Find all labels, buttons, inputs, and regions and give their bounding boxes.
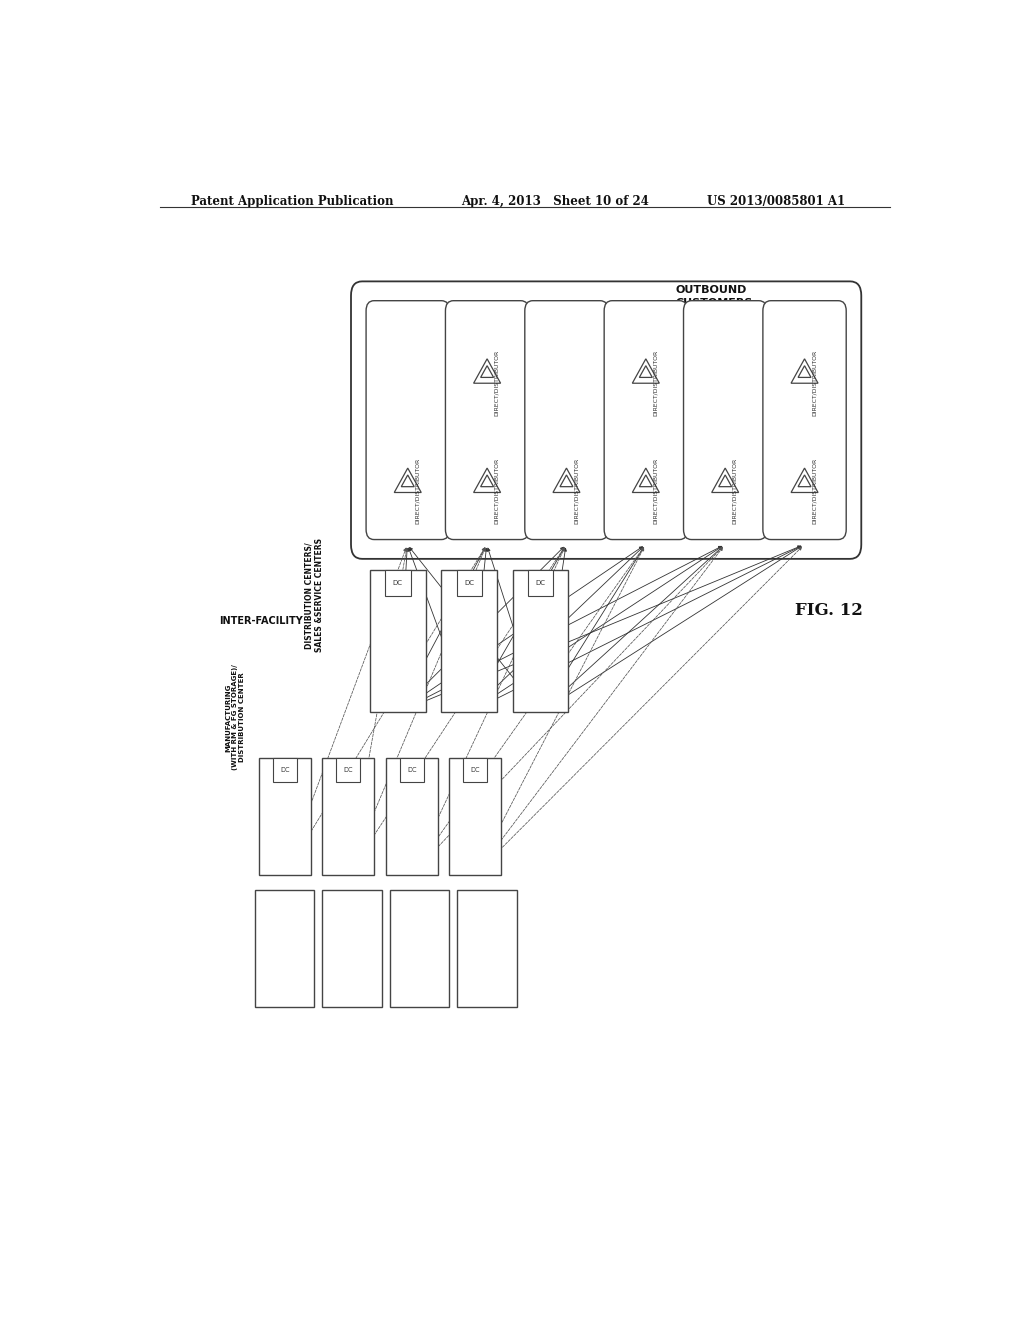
Text: US 2013/0085801 A1: US 2013/0085801 A1 <box>708 195 846 209</box>
FancyBboxPatch shape <box>445 301 528 540</box>
Polygon shape <box>553 469 580 492</box>
Polygon shape <box>560 475 573 487</box>
Polygon shape <box>633 359 659 383</box>
FancyBboxPatch shape <box>524 301 608 540</box>
Polygon shape <box>639 475 652 487</box>
Bar <box>390 890 450 1007</box>
Text: Patent Application Publication: Patent Application Publication <box>191 195 394 209</box>
Bar <box>528 570 553 597</box>
Text: OUTBOUND
CUSTOMERS: OUTBOUND CUSTOMERS <box>676 285 753 308</box>
Text: MANUFACTURING
(WITH RM & FG STORAGE)/
DISTRIBUTION CENTER: MANUFACTURING (WITH RM & FG STORAGE)/ DI… <box>225 664 245 771</box>
Bar <box>323 758 374 875</box>
Bar <box>336 758 360 783</box>
Text: DISTRIBUTION CENTERS/
SALES &SERVICE CENTERS: DISTRIBUTION CENTERS/ SALES &SERVICE CEN… <box>305 539 325 652</box>
Polygon shape <box>474 359 501 383</box>
Polygon shape <box>633 469 659 492</box>
Text: DIRECT/DISTRIBUTOR: DIRECT/DISTRIBUTOR <box>732 458 737 524</box>
Polygon shape <box>394 469 421 492</box>
Text: DC: DC <box>407 767 417 774</box>
Bar <box>385 570 411 597</box>
Bar <box>323 890 382 1007</box>
Polygon shape <box>639 366 652 378</box>
Bar <box>370 570 426 713</box>
Text: DC: DC <box>280 767 290 774</box>
Text: DIRECT/DISTRIBUTOR: DIRECT/DISTRIBUTOR <box>495 458 500 524</box>
Bar <box>259 758 310 875</box>
Polygon shape <box>480 475 494 487</box>
Bar <box>463 758 487 783</box>
Bar <box>458 890 517 1007</box>
Polygon shape <box>792 469 818 492</box>
Bar <box>457 570 482 597</box>
Polygon shape <box>798 475 811 487</box>
Text: Apr. 4, 2013   Sheet 10 of 24: Apr. 4, 2013 Sheet 10 of 24 <box>461 195 649 209</box>
Bar <box>386 758 437 875</box>
Polygon shape <box>401 475 415 487</box>
Text: DC: DC <box>536 581 546 586</box>
FancyBboxPatch shape <box>604 301 687 540</box>
Text: DIRECT/DISTRIBUTOR: DIRECT/DISTRIBUTOR <box>653 458 658 524</box>
Polygon shape <box>474 469 501 492</box>
Bar <box>450 758 501 875</box>
Polygon shape <box>798 366 811 378</box>
FancyBboxPatch shape <box>351 281 861 558</box>
Polygon shape <box>719 475 732 487</box>
Text: DIRECT/DISTRIBUTOR: DIRECT/DISTRIBUTOR <box>495 350 500 416</box>
Text: DC: DC <box>393 581 402 586</box>
Polygon shape <box>792 359 818 383</box>
Bar <box>441 570 497 713</box>
Polygon shape <box>712 469 738 492</box>
Text: DIRECT/DISTRIBUTOR: DIRECT/DISTRIBUTOR <box>812 350 817 416</box>
Text: FIG. 12: FIG. 12 <box>795 602 862 619</box>
Text: DIRECT/DISTRIBUTOR: DIRECT/DISTRIBUTOR <box>415 458 420 524</box>
Text: DC: DC <box>464 581 474 586</box>
Text: DIRECT/DISTRIBUTOR: DIRECT/DISTRIBUTOR <box>653 350 658 416</box>
Polygon shape <box>480 366 494 378</box>
FancyBboxPatch shape <box>763 301 846 540</box>
Text: DC: DC <box>470 767 480 774</box>
Text: DC: DC <box>343 767 353 774</box>
FancyBboxPatch shape <box>367 301 450 540</box>
Bar <box>272 758 297 783</box>
Text: DIRECT/DISTRIBUTOR: DIRECT/DISTRIBUTOR <box>812 458 817 524</box>
Bar <box>255 890 314 1007</box>
Text: INTER-FACILITY: INTER-FACILITY <box>219 616 303 626</box>
FancyBboxPatch shape <box>684 301 767 540</box>
Text: DIRECT/DISTRIBUTOR: DIRECT/DISTRIBUTOR <box>573 458 579 524</box>
Bar <box>399 758 424 783</box>
Bar <box>513 570 568 713</box>
